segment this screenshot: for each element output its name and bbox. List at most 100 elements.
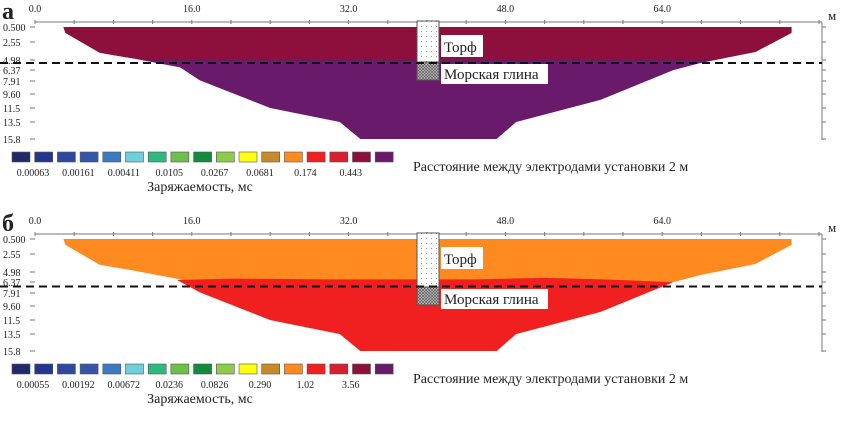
legend-swatch — [261, 151, 281, 163]
legend-swatch — [374, 363, 394, 375]
legend-swatch — [374, 151, 394, 163]
x-tick-label: 32.0 — [340, 4, 358, 15]
legend-swatch — [147, 363, 167, 375]
legend-swatch — [79, 363, 99, 375]
figure-caption: Расстояние между электродами установки 2… — [413, 160, 688, 175]
peat-label-box — [441, 247, 483, 269]
legend-swatch — [57, 363, 76, 375]
legend-value: 0.00672 — [108, 380, 141, 391]
legend-swatch — [125, 151, 144, 163]
x-tick-label: 48.0 — [497, 4, 515, 15]
legend-value: 0.00192 — [62, 380, 95, 391]
section-panel-b: б 0.0 16.0 32.0 48.0 64.0 м 0.500 2.55 4.986.377.… — [0, 212, 836, 407]
depth-tick-label: 6.37 — [3, 278, 21, 289]
clay-label-box — [441, 289, 548, 309]
depth-tick-label: 6.37 — [3, 66, 21, 77]
borehole-peat-column — [416, 20, 440, 63]
legend-swatch — [34, 363, 54, 375]
legend-swatch — [238, 151, 258, 163]
legend-swatch — [125, 363, 144, 375]
x-unit-label: м — [828, 8, 836, 23]
legend-value: 0.290 — [249, 380, 272, 391]
resistivity-region — [177, 277, 673, 351]
depth-tick-label: 11.5 — [3, 104, 20, 115]
legend-swatch — [284, 151, 303, 163]
legend-swatch — [329, 151, 349, 163]
section-panel-a: а 0.0 16.0 32.0 48.0 64.0 м 0.500 2.55 4.986.377.… — [0, 0, 836, 195]
borehole-clay-column — [416, 286, 440, 306]
legend-value: 0.0681 — [246, 168, 274, 179]
legend-swatch — [34, 151, 54, 163]
depth-tick-label: 9.60 — [3, 90, 21, 101]
legend-swatch — [238, 363, 258, 375]
panel-letter: а — [2, 0, 14, 25]
legend-swatch — [352, 363, 371, 375]
x-tick-label: 32.0 — [340, 216, 358, 227]
legend-value: 0.00055 — [17, 380, 50, 391]
legend-swatch — [193, 151, 212, 163]
x-tick-label: 48.0 — [497, 216, 515, 227]
legend-value: 0.00161 — [62, 168, 95, 179]
legend-swatch — [102, 363, 122, 375]
peat-label: Торф — [444, 40, 477, 56]
x-tick-label: 0.0 — [29, 216, 42, 227]
legend-swatch — [284, 363, 303, 375]
legend-swatch — [216, 151, 235, 163]
legend-value: 0.0267 — [201, 168, 229, 179]
depth-tick-label: 7.91 — [3, 77, 21, 88]
depth-tick-label: 0.500 — [3, 235, 26, 246]
x-tick-label: 16.0 — [183, 4, 201, 15]
x-tick-label: 0.0 — [29, 4, 42, 15]
peat-label: Торф — [444, 252, 477, 268]
x-tick-label: 64.0 — [653, 216, 671, 227]
figure-caption: Расстояние между электродами установки 2… — [413, 372, 688, 387]
depth-tick-label: 9.60 — [3, 302, 21, 313]
legend-value: 0.00411 — [108, 168, 140, 179]
legend-value: 0.00063 — [17, 168, 50, 179]
borehole-peat-column — [416, 232, 440, 288]
depth-tick-label: 2.55 — [3, 38, 21, 49]
depth-tick-label: 13.5 — [3, 330, 21, 341]
depth-tick-label: 2.55 — [3, 250, 21, 261]
depth-tick-label: 0.500 — [3, 23, 26, 34]
legend-swatch — [57, 151, 76, 163]
depth-tick-label: 11.5 — [3, 316, 20, 327]
borehole-clay-column — [416, 61, 440, 81]
legend-swatch — [102, 151, 122, 163]
legend-value: 0.0236 — [155, 380, 183, 391]
clay-label: Морская глина — [444, 292, 539, 308]
peat-label-box — [441, 35, 483, 57]
legend-swatch — [170, 363, 190, 375]
depth-tick-label: 4.98 — [3, 56, 21, 67]
depth-tick-label: 13.5 — [3, 118, 21, 129]
legend-swatch — [329, 363, 349, 375]
clay-label-box — [441, 64, 548, 84]
legend-value: 0.174 — [294, 168, 317, 179]
panel-letter: б — [2, 212, 14, 237]
depth-tick-label: 15.8 — [3, 347, 21, 358]
legend-swatch — [261, 363, 281, 375]
x-tick-label: 64.0 — [653, 4, 671, 15]
legend-swatch — [147, 151, 167, 163]
legend-swatch — [306, 363, 326, 375]
legend-swatch — [11, 363, 31, 375]
clay-label: Морская глина — [444, 67, 539, 83]
x-tick-label: 16.0 — [183, 216, 201, 227]
depth-tick-label: 7.91 — [3, 289, 21, 300]
legend-value: 3.56 — [342, 380, 360, 391]
legend-swatch — [79, 151, 99, 163]
legend-swatch — [11, 151, 31, 163]
legend-value: 1.02 — [297, 380, 315, 391]
legend-swatch — [193, 363, 212, 375]
legend-swatch — [306, 151, 326, 163]
legend-swatch — [216, 363, 235, 375]
legend-title: Заряжаемость, мс — [147, 392, 253, 407]
legend-title: Заряжаемость, мс — [147, 180, 253, 195]
legend-value: 0.443 — [340, 168, 363, 179]
x-unit-label: м — [828, 220, 836, 235]
legend-swatch — [170, 151, 190, 163]
legend-value: 0.0105 — [155, 168, 183, 179]
legend-value: 0.0826 — [201, 380, 229, 391]
depth-tick-label: 4.98 — [3, 268, 21, 279]
